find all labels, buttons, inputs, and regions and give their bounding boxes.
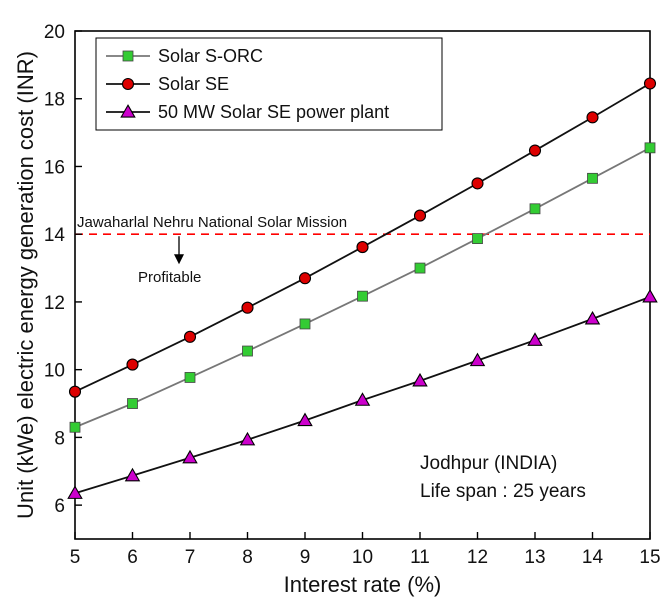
series-line-solar-s-orc	[74, 147, 651, 429]
x-tick-label: 6	[127, 547, 138, 568]
data-point-solar-s-orc	[69, 421, 81, 433]
x-tick-label: 14	[582, 547, 604, 568]
x-tick-label: 11	[410, 547, 430, 568]
location-annotation: Jodhpur (INDIA)	[420, 453, 557, 474]
data-point-solar-se	[471, 177, 484, 190]
y-tick-label: 12	[44, 293, 65, 314]
legend-marker-solar-se-power-plant	[120, 104, 136, 118]
reference-line-label: Jawaharlal Nehru National Solar Mission	[77, 214, 347, 231]
data-point-solar-se-power-plant	[412, 372, 428, 387]
y-tick-label: 8	[54, 428, 65, 449]
y-tick-label: 6	[54, 496, 65, 517]
data-point-solar-se	[183, 330, 197, 343]
legend-label-solar-se-power-plant: 50 MW Solar SE power plant	[158, 102, 389, 122]
data-point-solar-se	[643, 77, 657, 90]
data-point-solar-se	[68, 385, 82, 398]
x-axis-title: Interest rate (%)	[284, 572, 442, 597]
series-solar-se	[68, 77, 657, 398]
x-tick-label: 9	[300, 547, 311, 568]
data-point-solar-se	[241, 301, 254, 314]
data-point-solar-se-power-plant	[354, 392, 371, 406]
x-tick-label: 7	[185, 547, 196, 568]
data-point-solar-se-power-plant	[584, 310, 601, 325]
data-point-solar-se-power-plant	[182, 449, 198, 464]
reference-layer	[75, 233, 650, 265]
series-layer	[67, 77, 658, 499]
data-point-solar-se-power-plant	[642, 288, 658, 303]
legend-box	[95, 37, 443, 131]
y-tick-label: 10	[44, 361, 65, 382]
data-point-solar-se	[528, 144, 542, 157]
y-tick-label: 18	[44, 90, 65, 111]
data-point-solar-s-orc	[472, 233, 483, 245]
data-point-solar-s-orc	[242, 345, 253, 357]
data-point-solar-se-power-plant	[124, 467, 141, 482]
data-point-solar-s-orc	[357, 290, 368, 302]
x-tick-label: 13	[524, 547, 545, 568]
y-axis-title: Unit (kWe) electric energy generation co…	[13, 51, 38, 519]
y-tick-label: 16	[44, 157, 65, 178]
x-tick-label: 15	[639, 547, 660, 568]
data-point-solar-s-orc	[299, 318, 311, 330]
data-point-solar-se-power-plant	[239, 431, 256, 446]
y-tick-label: 20	[44, 22, 65, 43]
legend-label-solar-se: Solar SE	[158, 74, 229, 94]
data-point-solar-s-orc	[587, 172, 598, 184]
series-solar-s-orc	[69, 142, 656, 433]
data-point-solar-se-power-plant	[469, 352, 486, 367]
profitable-arrow-head	[174, 254, 184, 265]
data-point-solar-se	[586, 111, 599, 124]
data-point-solar-se-power-plant	[527, 332, 543, 346]
data-point-solar-s-orc	[414, 262, 426, 274]
x-tick-label: 8	[242, 547, 253, 568]
legend-marker-solar-s-orc	[122, 50, 134, 62]
data-point-solar-s-orc	[127, 398, 138, 409]
legend-marker-solar-se	[121, 77, 135, 91]
lifespan-annotation: Life span : 25 years	[420, 481, 586, 502]
data-point-solar-s-orc	[184, 372, 196, 383]
data-point-solar-se	[413, 209, 427, 222]
profitable-label: Profitable	[138, 269, 201, 286]
data-point-solar-se-power-plant	[67, 485, 83, 499]
data-point-solar-se	[356, 241, 369, 254]
legend: Solar S-ORC Solar SE 50 MW Solar SE power …	[95, 37, 443, 131]
data-point-solar-s-orc	[644, 142, 656, 154]
data-point-solar-s-orc	[529, 203, 541, 215]
data-point-solar-se-power-plant	[297, 412, 313, 427]
x-tick-label: 12	[467, 547, 488, 568]
axes-layer: 5 6 7 8 9 10 11 12 13 14 15 6 8 10 12 14 16 18 20	[44, 22, 660, 568]
x-tick-label: 5	[70, 547, 81, 568]
x-tick-label: 10	[352, 547, 373, 568]
series-solar-se-power-plant	[67, 288, 658, 499]
data-point-solar-se	[126, 358, 139, 371]
data-point-solar-se	[298, 272, 312, 285]
y-tick-label: 14	[44, 225, 66, 246]
legend-label-solar-s-orc: Solar S-ORC	[158, 46, 263, 66]
